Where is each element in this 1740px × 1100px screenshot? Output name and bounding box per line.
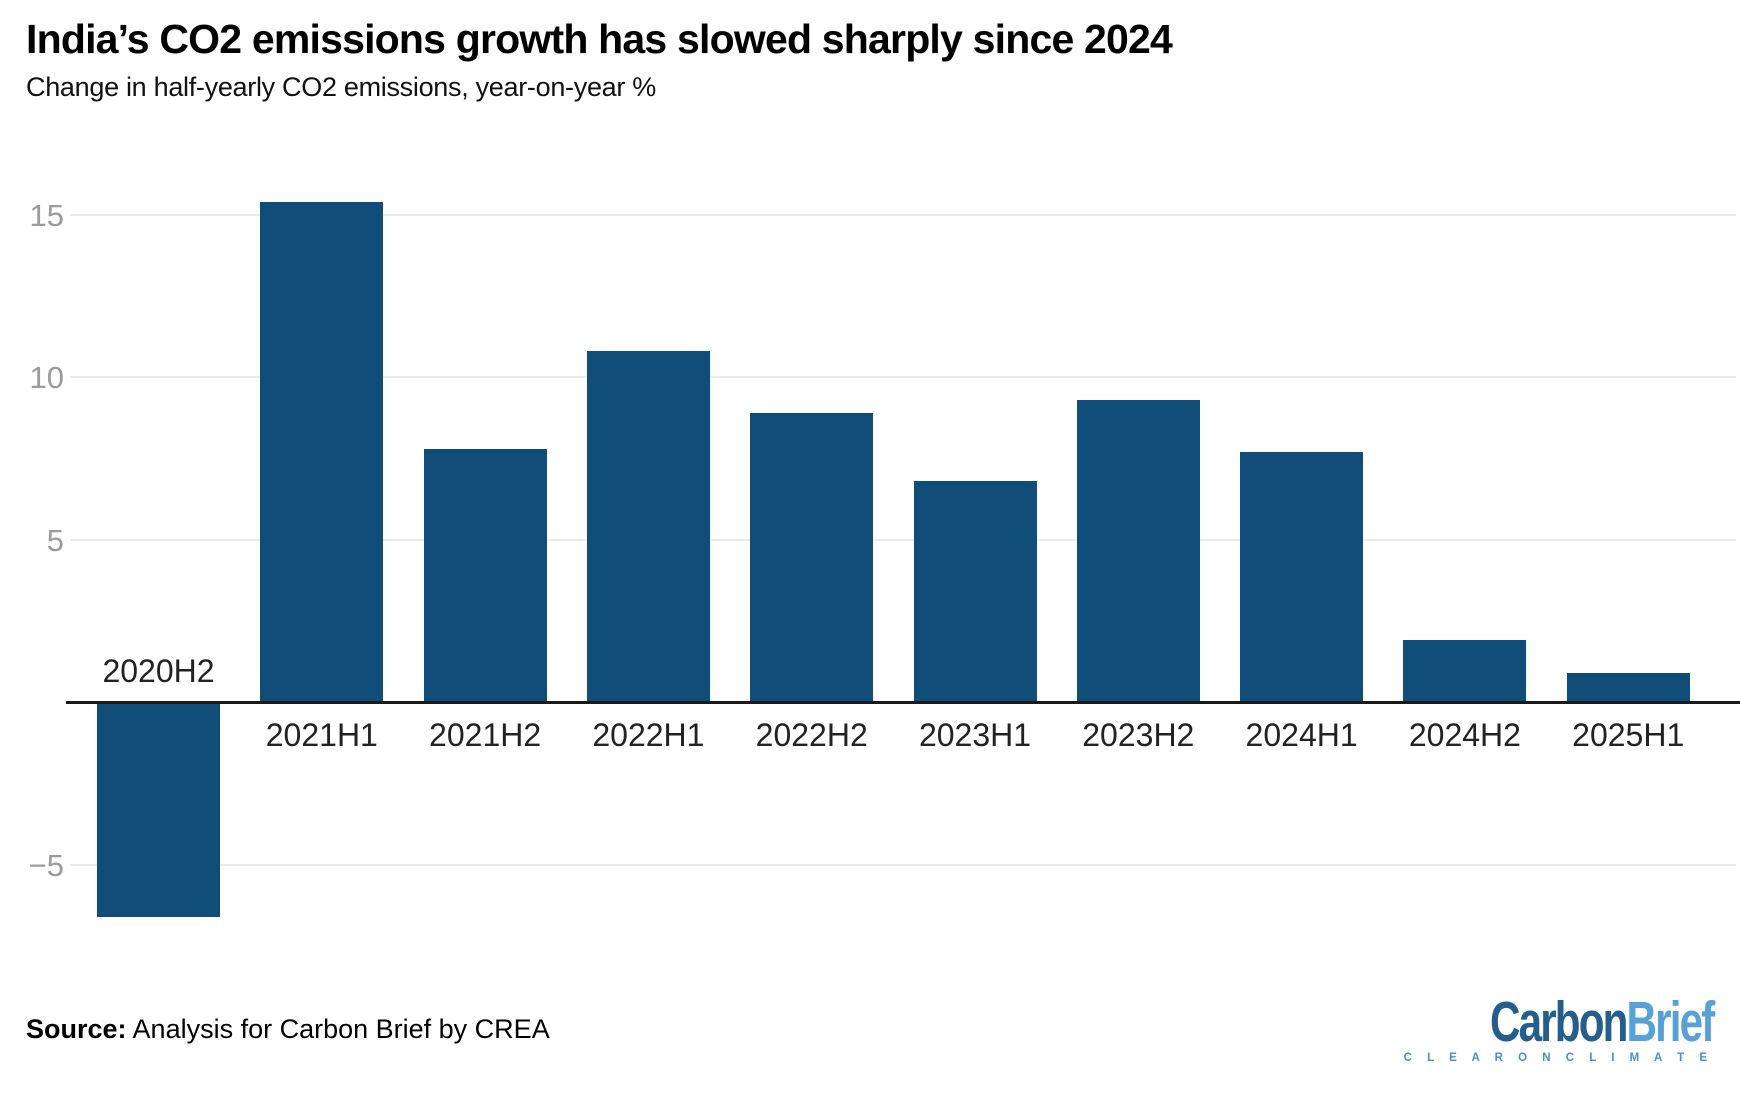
bar-2022H1 <box>586 351 710 702</box>
x-tick-label-2023H2: 2023H2 <box>1082 717 1195 753</box>
x-tick-label-2025H1: 2025H1 <box>1572 717 1685 753</box>
x-axis-line <box>66 700 1740 704</box>
gridline-5 <box>70 538 1736 541</box>
logo-tagline: C L E A R O N C L I M A T E <box>1403 1052 1713 1064</box>
logo-carbon: Carbon <box>1489 990 1628 1054</box>
source-text: Analysis for Carbon Brief by CREA <box>126 1014 550 1044</box>
carbonbrief-logo: CarbonBrief C L E A R O N C L I M A T E <box>1403 994 1715 1065</box>
chart-subtitle: Change in half-yearly CO2 emissions, yea… <box>26 72 656 102</box>
chart-title: India’s CO2 emissions growth has slowed … <box>26 16 1173 62</box>
source-note: Source: Analysis for Carbon Brief by CRE… <box>26 1012 550 1046</box>
gridline-15 <box>70 213 1736 216</box>
x-tick-label-2024H1: 2024H1 <box>1245 717 1358 753</box>
x-tick-label-2024H2: 2024H2 <box>1408 717 1521 753</box>
bar-2023H1 <box>913 481 1037 702</box>
bar-2023H2 <box>1076 399 1200 702</box>
y-tick-label-5: 5 <box>46 522 64 558</box>
y-tick-label-15: 15 <box>29 197 64 233</box>
bar-2024H2 <box>1403 640 1527 702</box>
x-tick-label-2021H2: 2021H2 <box>429 717 542 753</box>
y-tick-label-10: 10 <box>29 360 64 395</box>
bar-chart: 15 10 5 −5 2020H2 2021H1 2021H2 2022H1 2022H2 202… <box>28 197 1740 917</box>
gridline--5 <box>70 863 1736 866</box>
bar-2024H1 <box>1240 451 1364 702</box>
bar-2021H1 <box>260 201 384 702</box>
x-tick-label-2021H1: 2021H1 <box>265 717 378 753</box>
bar-2025H1 <box>1566 672 1690 702</box>
logo-brief: Brief <box>1626 990 1715 1054</box>
y-tick-label--5: −5 <box>28 847 64 883</box>
bar-2022H2 <box>750 412 874 702</box>
logo-wordmark: CarbonBrief <box>1484 994 1715 1051</box>
bar-2021H2 <box>423 448 547 702</box>
bar-2020H2 <box>97 702 220 917</box>
x-tick-label-2023H1: 2023H1 <box>918 717 1032 753</box>
x-tick-label-2022H1: 2022H1 <box>592 717 705 753</box>
x-tick-label-2020H2: 2020H2 <box>102 653 215 689</box>
source-label: Source: <box>26 1014 127 1044</box>
x-tick-label-2022H2: 2022H2 <box>755 717 868 753</box>
gridline-10 <box>70 376 1736 378</box>
